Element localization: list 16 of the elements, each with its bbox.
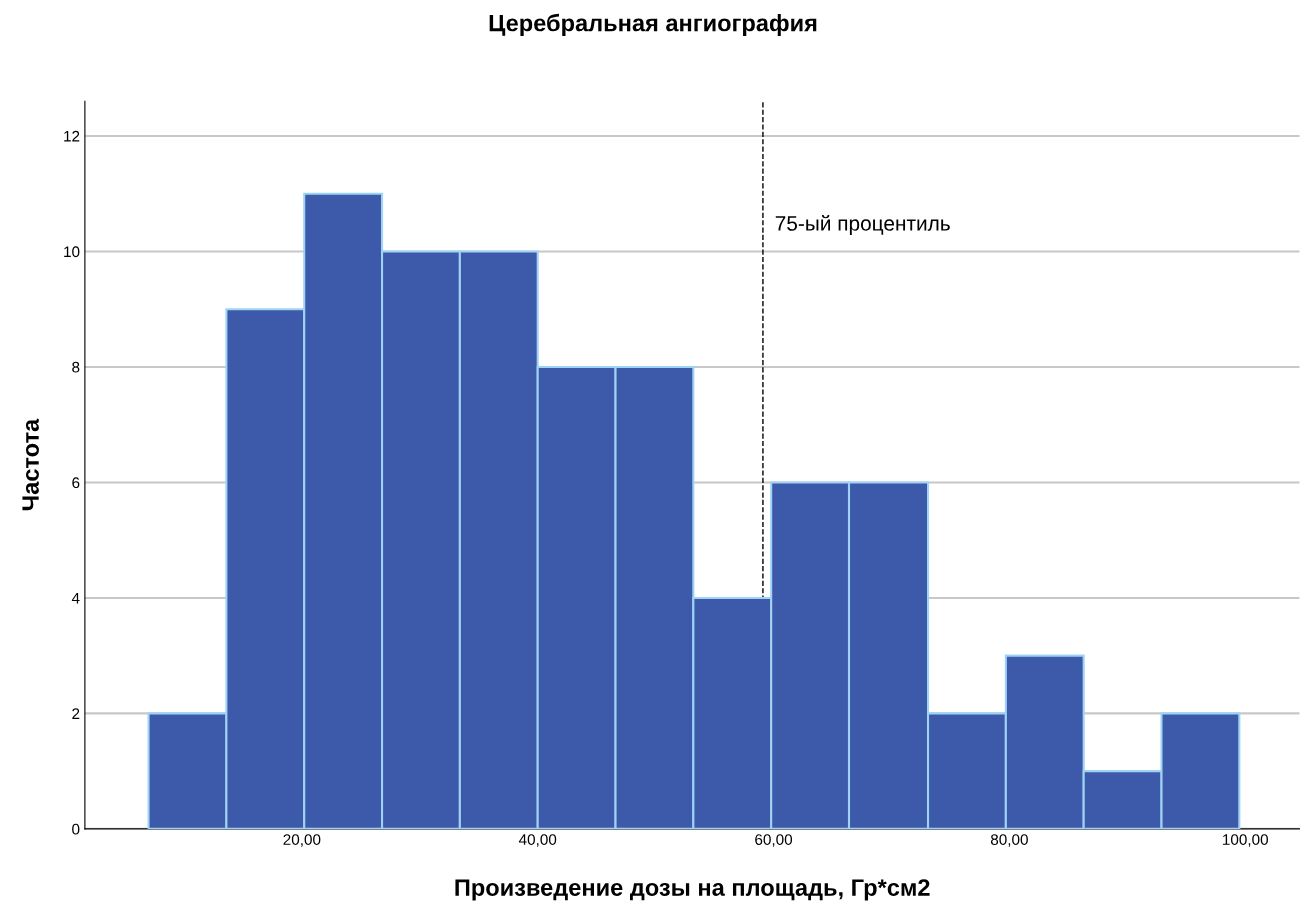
y-tick-label: 6 xyxy=(72,477,80,489)
y-axis-title: Частота xyxy=(22,418,39,511)
y-tick-label: 10 xyxy=(64,246,80,258)
y-tick-label: 8 xyxy=(72,361,80,373)
y-tick-label: 0 xyxy=(72,823,80,835)
x-tick-label: 40,00 xyxy=(518,834,557,847)
chart-title: Церебральная ангиография xyxy=(489,13,817,37)
y-tick-label: 2 xyxy=(72,708,80,719)
x-tick-label: 20,00 xyxy=(283,834,321,847)
y-tick-label: 12 xyxy=(64,130,80,142)
x-axis-title: Произведение дозы на площадь, Гр*см2 xyxy=(455,879,930,901)
ref-line-label: 75-ый процентиль xyxy=(775,215,950,235)
x-tick-label: 60,00 xyxy=(755,834,793,847)
x-tick-label: 100,00 xyxy=(1223,834,1268,847)
y-tick-label: 4 xyxy=(71,592,80,604)
x-tick-label: 80,00 xyxy=(990,834,1028,847)
